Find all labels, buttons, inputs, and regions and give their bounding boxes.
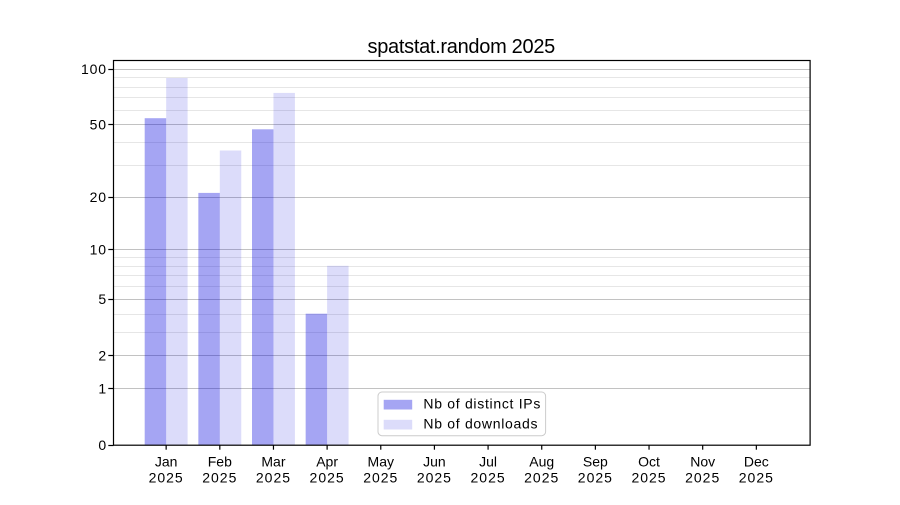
svg-text:Nov: Nov	[690, 453, 715, 469]
svg-text:2025: 2025	[417, 470, 452, 486]
svg-text:2: 2	[98, 348, 107, 364]
svg-text:Oct: Oct	[638, 453, 660, 469]
svg-text:Apr: Apr	[316, 453, 338, 469]
svg-text:2025: 2025	[524, 470, 559, 486]
svg-text:5: 5	[98, 291, 107, 307]
svg-text:2025: 2025	[685, 470, 720, 486]
svg-text:100: 100	[81, 61, 107, 77]
svg-text:2025: 2025	[739, 470, 774, 486]
svg-text:1: 1	[98, 381, 107, 397]
svg-text:50: 50	[90, 117, 107, 133]
svg-text:2025: 2025	[310, 470, 345, 486]
svg-text:Aug: Aug	[529, 453, 554, 469]
svg-text:Jan: Jan	[155, 453, 178, 469]
svg-text:2025: 2025	[363, 470, 398, 486]
svg-text:20: 20	[90, 189, 107, 205]
svg-text:Mar: Mar	[261, 453, 285, 469]
svg-text:Jul: Jul	[479, 453, 497, 469]
svg-text:2025: 2025	[631, 470, 666, 486]
svg-text:Nb of distinct IPs: Nb of distinct IPs	[423, 396, 541, 412]
svg-text:2025: 2025	[578, 470, 613, 486]
svg-text:Feb: Feb	[208, 453, 232, 469]
svg-text:0: 0	[98, 437, 107, 453]
svg-text:Dec: Dec	[744, 453, 769, 469]
svg-text:May: May	[368, 453, 394, 469]
svg-text:2025: 2025	[471, 470, 506, 486]
svg-text:Nb of downloads: Nb of downloads	[423, 416, 538, 432]
svg-text:2025: 2025	[149, 470, 184, 486]
svg-text:2025: 2025	[202, 470, 237, 486]
svg-text:Sep: Sep	[583, 453, 608, 469]
svg-text:spatstat.random 2025: spatstat.random 2025	[368, 36, 556, 58]
svg-text:2025: 2025	[256, 470, 291, 486]
svg-text:Jun: Jun	[423, 453, 446, 469]
svg-text:10: 10	[90, 242, 107, 258]
